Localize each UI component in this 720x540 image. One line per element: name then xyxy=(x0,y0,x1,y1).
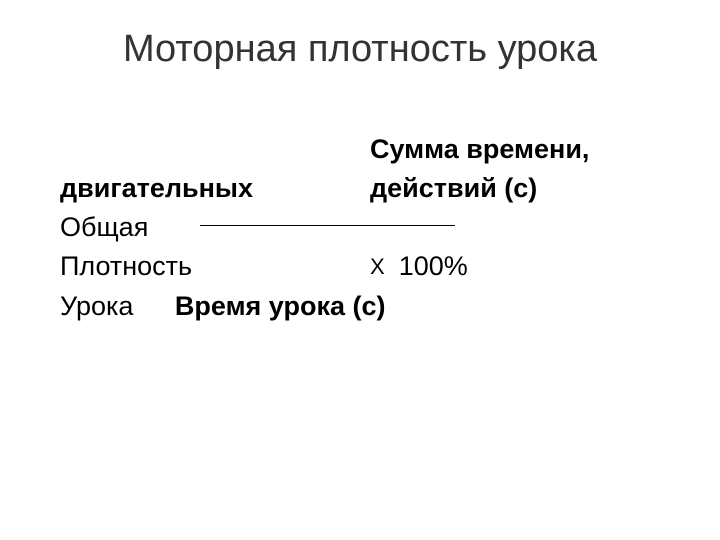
row-2: двигательных действий (с) xyxy=(60,169,680,208)
r5-left: Урока xyxy=(60,291,133,321)
fraction-line xyxy=(200,225,455,226)
row-3: Общая xyxy=(60,208,680,247)
r1-right: Сумма времени, xyxy=(370,130,680,169)
r2-left: двигательных xyxy=(60,169,370,208)
r1-left xyxy=(60,130,370,169)
slide-title: Моторная плотность урока xyxy=(0,28,720,71)
r5-line: Урока Время урока (с) xyxy=(60,287,385,326)
row-1: Сумма времени, xyxy=(60,130,680,169)
lesson-time: Время урока (с) xyxy=(175,287,386,326)
slide: Моторная плотность урока Сумма времени, … xyxy=(0,0,720,540)
r3-right-empty xyxy=(370,208,680,247)
multiply-sign: Х xyxy=(370,254,385,279)
r2-right: действий (с) xyxy=(370,169,680,208)
r3-left: Общая xyxy=(60,208,370,247)
percent-100: 100% xyxy=(399,251,468,281)
slide-body: Сумма времени, двигательных действий (с)… xyxy=(60,130,680,326)
row-4: Плотность Х 100% xyxy=(60,247,680,286)
r4-left: Плотность xyxy=(60,247,370,286)
r4-right: Х 100% xyxy=(370,247,680,286)
row-5: Урока Время урока (с) xyxy=(60,287,680,326)
